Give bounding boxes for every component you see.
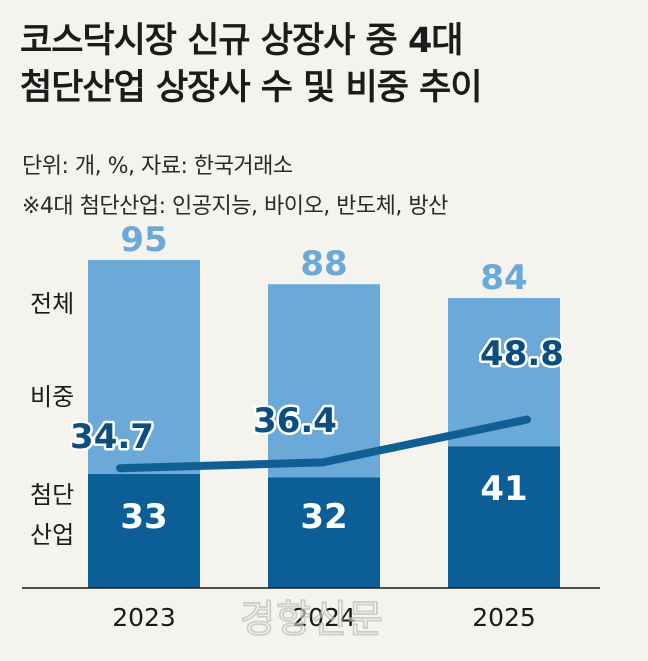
share-line [116,415,531,473]
x-tick-2023: 2023 [112,603,176,632]
footnote: ※4대 첨단산업: 인공지능, 바이오, 반도체, 방산 [22,194,448,219]
label-total-2025: 84 [480,258,527,298]
side-label-share: 비중 [30,383,74,411]
chart-title-line1: 코스닥시장 신규 상장사 중 4대 [20,21,463,61]
label-total-2023: 95 [120,220,167,260]
label-advanced-2023: 33 [120,497,167,537]
chart-title-line2: 첨단산업 상장사 수 및 비중 추이 [20,68,483,108]
x-tick-2024: 2024 [292,603,356,632]
x-tick-2025: 2025 [472,603,536,632]
label-advanced-2025: 41 [480,469,527,509]
bar-advanced-2025 [448,446,560,588]
unit-note: 단위: 개, %, 자료: 한국거래소 [22,154,293,179]
label-share-2023: 34.7 [70,417,154,457]
label-share-2025: 48.8 [480,334,564,374]
chart-title: 코스닥시장 신규 상장사 중 4대 첨단산업 상장사 수 및 비중 추이 [20,18,483,112]
label-total-2024: 88 [300,244,347,284]
side-label-advanced-1: 첨단 [30,481,74,509]
bar-advanced-2024 [268,477,380,588]
watermark: 경향신문 [240,597,384,642]
side-label-advanced-2: 산업 [30,521,74,549]
side-label-total: 전체 [30,290,74,318]
bar-advanced-2023 [88,474,200,588]
label-share-2024: 36.4 [253,401,337,441]
label-advanced-2024: 32 [300,497,347,537]
